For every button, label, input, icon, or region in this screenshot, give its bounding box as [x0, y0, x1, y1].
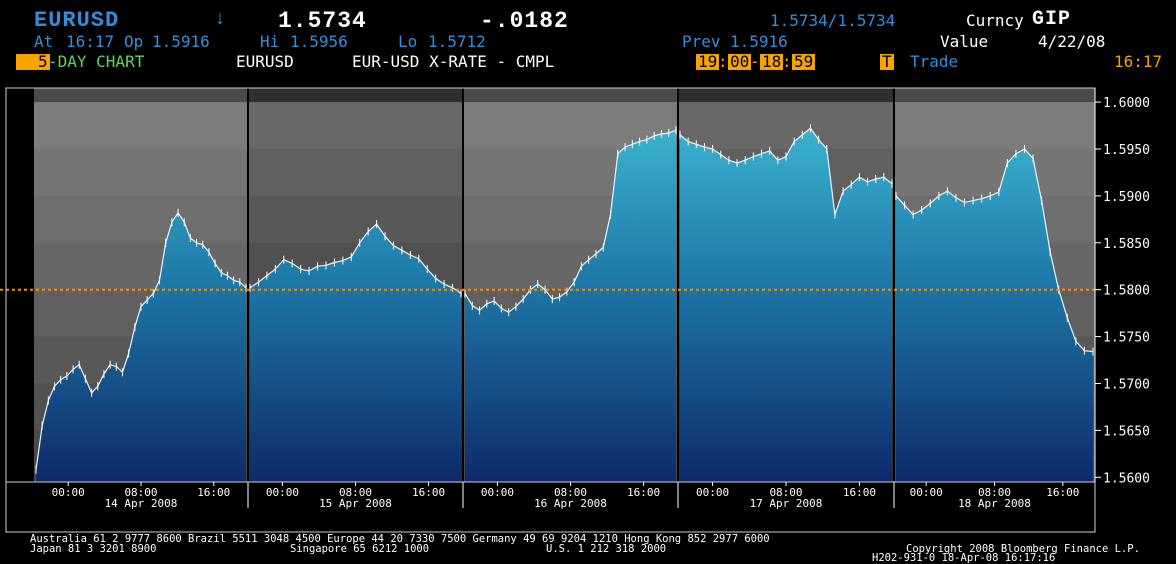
- x-date-label: 17 Apr 2008: [750, 497, 823, 510]
- x-tick-label: 16:00: [197, 486, 230, 499]
- function-code[interactable]: GIP: [1032, 8, 1072, 31]
- x-tick-label: 16:00: [627, 486, 660, 499]
- quote-header: EURUSD ↓ 1.5734 -.0182 1.5734/1.5734 Cur…: [0, 0, 1176, 80]
- y-tick-label: 1.5800: [1103, 284, 1150, 299]
- area-day-4: [680, 128, 892, 483]
- period-text: -DAY CHART: [48, 52, 145, 71]
- at-label: At: [34, 32, 54, 51]
- x-date-label: 16 Apr 2008: [534, 497, 607, 510]
- x-tick-label: 16:00: [843, 486, 876, 499]
- y-tick-label: 1.5950: [1103, 143, 1150, 158]
- footer-phones-singapore: Singapore 65 6212 1000: [290, 543, 430, 555]
- price-chart: 1.5600 1.5650 1.5700 1.5750 1.5800 1.5850 1.59…: [0, 87, 1150, 533]
- footer-phones-japan: Japan 81 3 3201 8900: [30, 543, 157, 555]
- low-value: 1.5712: [428, 32, 486, 51]
- y-tick-label: 1.5700: [1103, 378, 1150, 393]
- y-tick-label: 1.6000: [1103, 96, 1150, 111]
- price-line-day-2: [249, 223, 462, 294]
- session-end-hour[interactable]: 18: [760, 52, 784, 71]
- period-number-field[interactable]: 5: [16, 54, 50, 70]
- session-start-hour[interactable]: 19: [696, 52, 720, 71]
- at-time: 16:17: [66, 32, 115, 51]
- security-name: EURUSD: [236, 52, 294, 71]
- x-tick-label: 08:00: [978, 486, 1011, 499]
- area-day-1: [36, 212, 246, 483]
- footer: Australia 61 2 9777 8600 Brazil 5511 304…: [0, 533, 1176, 563]
- x-tick-label: 00:00: [696, 486, 729, 499]
- x-date-label: 14 Apr 2008: [105, 497, 178, 510]
- price-line-day-3: [464, 129, 677, 313]
- high-label: Hi: [260, 32, 280, 51]
- price-band: [34, 102, 1095, 149]
- open-value: 1.5916: [152, 32, 210, 51]
- prev-label: Prev: [682, 32, 721, 51]
- x-tick-label: 00:00: [910, 486, 943, 499]
- y-tick-label: 1.5750: [1103, 331, 1150, 346]
- net-change: -.0182: [480, 8, 569, 34]
- last-price: 1.5734: [278, 8, 367, 34]
- x-date-label: 15 Apr 2008: [319, 497, 392, 510]
- value-label: Value: [940, 32, 989, 51]
- area-day-2: [250, 224, 461, 482]
- low-label: Lo: [398, 32, 418, 51]
- area-day-3: [465, 130, 676, 482]
- x-tick-label: 08:00: [554, 486, 587, 499]
- trade-label: Trade: [910, 52, 959, 71]
- trade-key[interactable]: T: [880, 52, 894, 71]
- y-tick-label: 1.5900: [1103, 190, 1150, 205]
- bid-ask: 1.5734/1.5734: [770, 11, 896, 30]
- y-tick-label: 1.5600: [1103, 471, 1150, 486]
- price-band: [34, 148, 1095, 196]
- footer-copyright: Copyright 2008 Bloomberg Finance L.P.: [906, 543, 1140, 555]
- x-axis-strip: [5, 481, 1096, 533]
- x-tick-label: 08:00: [124, 486, 157, 499]
- session-dash: -: [750, 52, 760, 71]
- x-tick-label: 16:00: [1046, 486, 1079, 499]
- prev-value: 1.5916: [730, 32, 788, 51]
- ticker[interactable]: EURUSD: [34, 8, 120, 33]
- clock: 16:17: [1114, 52, 1163, 71]
- x-tick-label: 16:00: [412, 486, 445, 499]
- footer-phones-us: U.S. 1 212 318 2000: [546, 543, 667, 555]
- session-start-minute[interactable]: 00: [728, 52, 752, 71]
- open-label: Op: [124, 32, 144, 51]
- price-line-day-5: [895, 148, 1094, 353]
- x-tick-label: 00:00: [52, 486, 85, 499]
- x-date-label: 18 Apr 2008: [958, 497, 1031, 510]
- x-tick-label: 00:00: [266, 486, 299, 499]
- x-tick-label: 08:00: [339, 486, 372, 499]
- y-tick-label: 1.5850: [1103, 237, 1150, 252]
- session-colon-1: :: [718, 52, 728, 71]
- x-tick-label: 08:00: [769, 486, 802, 499]
- high-value: 1.5956: [290, 32, 348, 51]
- session-end-minute[interactable]: 59: [792, 52, 816, 71]
- x-tick-label: 00:00: [481, 486, 514, 499]
- area-day-5: [896, 149, 1093, 482]
- footer-phones-line1: Australia 61 2 9777 8600 Brazil 5511 304…: [30, 533, 770, 545]
- security-description: EUR-USD X-RATE - CMPL: [352, 52, 555, 71]
- value-date: 4/22/08: [1038, 32, 1106, 51]
- down-arrow-icon: ↓: [214, 8, 228, 31]
- session-colon-2: :: [782, 52, 792, 71]
- y-tick-label: 1.5650: [1103, 424, 1150, 439]
- market-sector-label: Curncy: [966, 11, 1024, 30]
